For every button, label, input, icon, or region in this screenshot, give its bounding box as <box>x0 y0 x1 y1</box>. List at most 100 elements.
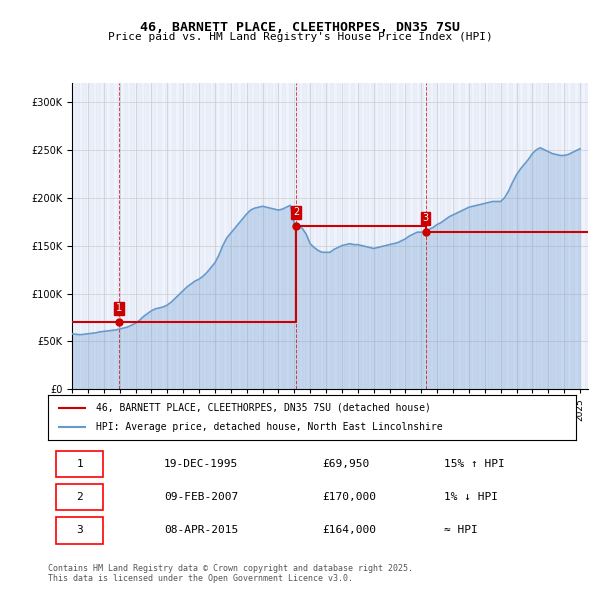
Bar <box>241 83 244 389</box>
Bar <box>337 83 340 389</box>
Bar <box>502 83 505 389</box>
Bar <box>27 83 31 389</box>
Bar <box>598 83 600 389</box>
Bar <box>433 83 437 389</box>
Bar <box>296 83 299 389</box>
Bar <box>247 83 251 389</box>
Bar <box>358 83 361 389</box>
Bar <box>20 83 24 389</box>
Bar <box>516 83 519 389</box>
Bar <box>179 83 182 389</box>
Bar <box>461 83 464 389</box>
Bar <box>371 83 375 389</box>
Bar <box>233 83 237 389</box>
Text: ≈ HPI: ≈ HPI <box>444 525 478 535</box>
Text: Price paid vs. HM Land Registry's House Price Index (HPI): Price paid vs. HM Land Registry's House … <box>107 32 493 42</box>
Bar <box>399 83 402 389</box>
Text: 3: 3 <box>422 213 428 223</box>
Bar <box>571 83 574 389</box>
Bar <box>62 83 65 389</box>
Text: 09-FEB-2007: 09-FEB-2007 <box>164 492 238 502</box>
Text: 1: 1 <box>76 459 83 469</box>
Bar <box>220 83 223 389</box>
Bar <box>467 83 471 389</box>
Bar <box>144 83 148 389</box>
Bar <box>14 83 17 389</box>
Bar <box>592 83 595 389</box>
Text: 46, BARNETT PLACE, CLEETHORPES, DN35 7SU: 46, BARNETT PLACE, CLEETHORPES, DN35 7SU <box>140 21 460 34</box>
Bar <box>530 83 533 389</box>
Bar <box>584 83 588 389</box>
Text: 2: 2 <box>293 207 299 217</box>
Bar <box>350 83 354 389</box>
Bar <box>495 83 499 389</box>
Text: 15% ↑ HPI: 15% ↑ HPI <box>444 459 505 469</box>
Bar <box>440 83 443 389</box>
Bar <box>7 83 10 389</box>
Bar <box>578 83 581 389</box>
Bar <box>564 83 568 389</box>
Bar <box>130 83 134 389</box>
Bar <box>392 83 395 389</box>
Bar <box>481 83 485 389</box>
Text: £170,000: £170,000 <box>323 492 377 502</box>
Bar <box>261 83 265 389</box>
Bar <box>158 83 161 389</box>
Bar <box>227 83 230 389</box>
Bar <box>193 83 196 389</box>
Bar <box>96 83 100 389</box>
Bar <box>117 83 120 389</box>
Text: 1% ↓ HPI: 1% ↓ HPI <box>444 492 498 502</box>
Bar <box>316 83 320 389</box>
Bar <box>543 83 547 389</box>
Bar <box>406 83 409 389</box>
Bar <box>48 83 52 389</box>
Bar <box>268 83 272 389</box>
Bar <box>310 83 313 389</box>
Bar <box>34 83 38 389</box>
Text: Contains HM Land Registry data © Crown copyright and database right 2025.
This d: Contains HM Land Registry data © Crown c… <box>48 563 413 583</box>
Bar <box>509 83 512 389</box>
FancyBboxPatch shape <box>56 451 103 477</box>
Bar <box>275 83 278 389</box>
Bar <box>165 83 169 389</box>
Bar <box>282 83 285 389</box>
Bar <box>385 83 388 389</box>
Bar <box>103 83 106 389</box>
Bar <box>76 83 79 389</box>
Bar <box>68 83 72 389</box>
Text: £164,000: £164,000 <box>323 525 377 535</box>
Bar <box>254 83 258 389</box>
Text: HPI: Average price, detached house, North East Lincolnshire: HPI: Average price, detached house, Nort… <box>95 422 442 432</box>
Bar <box>344 83 347 389</box>
Bar <box>523 83 526 389</box>
Text: 1: 1 <box>116 303 122 313</box>
Bar <box>323 83 326 389</box>
Text: 3: 3 <box>76 525 83 535</box>
Bar <box>41 83 44 389</box>
Bar <box>536 83 540 389</box>
Bar <box>206 83 209 389</box>
FancyBboxPatch shape <box>56 484 103 510</box>
Bar <box>199 83 203 389</box>
Bar <box>137 83 141 389</box>
Bar <box>151 83 155 389</box>
Bar <box>89 83 92 389</box>
Bar <box>427 83 430 389</box>
Text: 19-DEC-1995: 19-DEC-1995 <box>164 459 238 469</box>
Bar <box>378 83 382 389</box>
Text: £69,950: £69,950 <box>323 459 370 469</box>
Bar <box>488 83 491 389</box>
Bar <box>289 83 292 389</box>
Text: 2: 2 <box>76 492 83 502</box>
Bar <box>475 83 478 389</box>
Bar <box>550 83 554 389</box>
Bar <box>364 83 368 389</box>
Bar <box>213 83 217 389</box>
FancyBboxPatch shape <box>56 517 103 543</box>
Bar <box>330 83 334 389</box>
Bar <box>110 83 113 389</box>
Bar <box>124 83 127 389</box>
Bar <box>302 83 306 389</box>
Text: 46, BARNETT PLACE, CLEETHORPES, DN35 7SU (detached house): 46, BARNETT PLACE, CLEETHORPES, DN35 7SU… <box>95 403 430 412</box>
